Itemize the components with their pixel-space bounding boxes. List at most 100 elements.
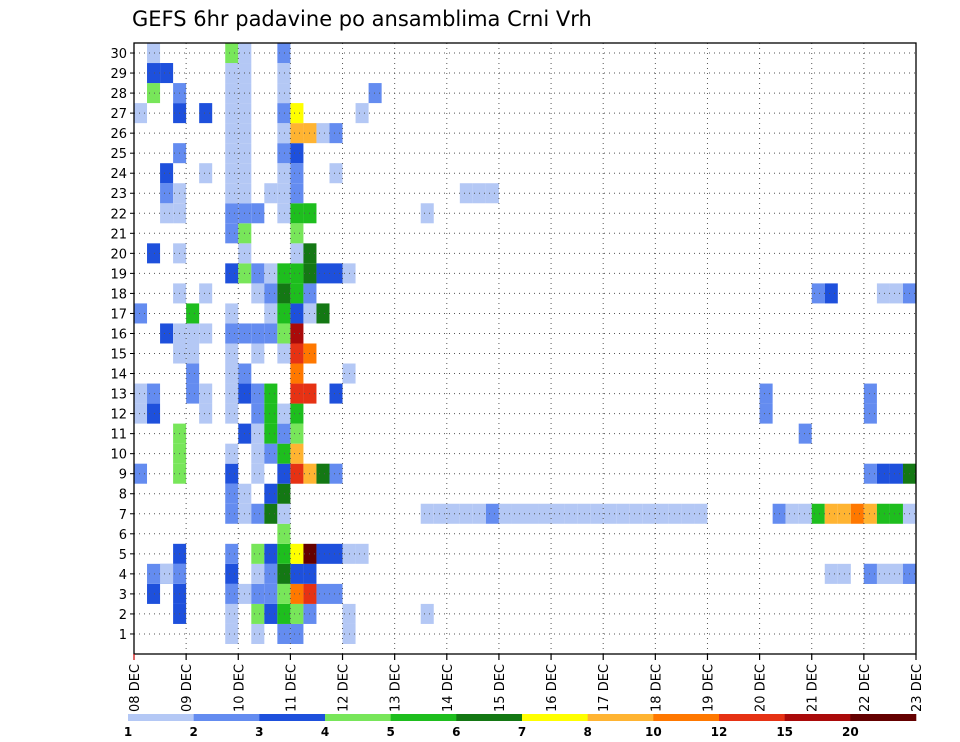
x-tick-label: 17 DEC bbox=[597, 664, 612, 712]
heat-cell bbox=[186, 323, 200, 344]
heat-cell bbox=[277, 63, 291, 84]
heat-cell bbox=[459, 183, 473, 204]
heat-cell bbox=[277, 263, 291, 284]
heat-cell bbox=[160, 63, 174, 84]
heat-cell bbox=[264, 283, 278, 304]
heat-cell bbox=[420, 203, 434, 224]
y-tick-label: 18 bbox=[110, 287, 127, 302]
y-tick-label: 9 bbox=[119, 468, 127, 483]
heat-cell bbox=[264, 503, 278, 524]
colorbar-swatch bbox=[784, 714, 851, 721]
heat-cell bbox=[863, 463, 877, 484]
heat-cell bbox=[525, 503, 539, 524]
heat-cell bbox=[225, 183, 239, 204]
heat-cell bbox=[290, 203, 304, 224]
heat-cell bbox=[277, 543, 291, 564]
heat-cell bbox=[225, 323, 239, 344]
colorbar-swatch bbox=[193, 714, 260, 721]
heat-cell bbox=[290, 143, 304, 164]
heat-cell bbox=[225, 403, 239, 424]
colorbar-swatch bbox=[522, 714, 588, 721]
heat-cell bbox=[420, 603, 434, 624]
heat-cell bbox=[316, 463, 330, 484]
heat-cell bbox=[264, 603, 278, 624]
x-tick-label: 19 DEC bbox=[701, 664, 716, 712]
heat-cell bbox=[264, 563, 278, 584]
heat-cell bbox=[147, 63, 161, 84]
heat-cell bbox=[290, 123, 304, 144]
heat-cell bbox=[290, 543, 304, 564]
heat-cell bbox=[225, 303, 239, 324]
heat-cell bbox=[225, 443, 239, 464]
heat-cell bbox=[290, 383, 304, 404]
heat-cell bbox=[811, 503, 825, 524]
x-tick-label: 16 DEC bbox=[545, 664, 560, 712]
y-tick-label: 13 bbox=[110, 388, 127, 403]
heat-cell bbox=[199, 163, 213, 184]
y-tick-label: 17 bbox=[110, 307, 127, 322]
plot-frame bbox=[133, 42, 917, 655]
heat-cell bbox=[147, 403, 161, 424]
x-tick-label: 14 DEC bbox=[441, 664, 456, 712]
heat-cell bbox=[329, 383, 343, 404]
heat-cell bbox=[225, 583, 239, 604]
heat-cell bbox=[290, 583, 304, 604]
colorbar-swatch bbox=[456, 714, 523, 721]
heat-cell bbox=[277, 83, 291, 104]
heat-cell bbox=[225, 623, 239, 644]
heat-cell bbox=[147, 383, 161, 404]
y-tick-label: 30 bbox=[110, 47, 127, 62]
heat-cell bbox=[199, 383, 213, 404]
heat-cell bbox=[433, 503, 447, 524]
heat-cell bbox=[329, 123, 343, 144]
colorbar-legend: 1 2 3 4 5 6 7 8 10 12 15 20 bbox=[124, 714, 917, 739]
heat-cell bbox=[264, 583, 278, 604]
heat-cell bbox=[251, 203, 265, 224]
heat-cell bbox=[264, 383, 278, 404]
heat-cell bbox=[251, 343, 265, 364]
y-axis: 1234567891011121314151617181920212223242… bbox=[110, 47, 134, 643]
heat-cell bbox=[277, 183, 291, 204]
heat-cell bbox=[277, 343, 291, 364]
heat-cell bbox=[642, 503, 656, 524]
heat-cell bbox=[316, 583, 330, 604]
heat-cell bbox=[277, 403, 291, 424]
heat-cell bbox=[290, 283, 304, 304]
heat-cell bbox=[277, 43, 291, 64]
colorbar-swatch bbox=[259, 714, 326, 721]
heat-cell bbox=[225, 563, 239, 584]
heat-cell bbox=[251, 403, 265, 424]
y-tick-label: 16 bbox=[110, 327, 127, 342]
y-tick-label: 27 bbox=[110, 107, 127, 122]
heat-cell bbox=[199, 403, 213, 424]
heat-cell bbox=[277, 463, 291, 484]
heat-cell bbox=[134, 383, 148, 404]
y-tick-label: 4 bbox=[119, 568, 127, 583]
heat-cell bbox=[199, 103, 213, 124]
heat-cell bbox=[251, 603, 265, 624]
heat-cell bbox=[290, 623, 304, 644]
heat-cell bbox=[186, 383, 200, 404]
heat-cell bbox=[225, 463, 239, 484]
heat-cell bbox=[485, 503, 499, 524]
heat-cell bbox=[316, 263, 330, 284]
heat-cell bbox=[251, 463, 265, 484]
heat-cell bbox=[251, 563, 265, 584]
heat-cell bbox=[863, 403, 877, 424]
heat-cell bbox=[160, 183, 174, 204]
heat-cell bbox=[329, 163, 343, 184]
heat-cell bbox=[251, 623, 265, 644]
x-tick-label: 13 DEC bbox=[389, 664, 404, 712]
heat-cell bbox=[264, 183, 278, 204]
heat-cell bbox=[498, 503, 512, 524]
heat-cell bbox=[251, 423, 265, 444]
colorbar-label: 6 bbox=[452, 725, 460, 739]
x-tick-label: 11 DEC bbox=[284, 664, 299, 712]
heat-cell bbox=[316, 543, 330, 564]
heat-cell bbox=[290, 563, 304, 584]
heat-cell bbox=[681, 503, 695, 524]
x-tick-label: 15 DEC bbox=[493, 664, 508, 712]
heat-cell bbox=[225, 343, 239, 364]
x-tick-label: 18 DEC bbox=[649, 664, 664, 712]
heat-cell bbox=[277, 163, 291, 184]
